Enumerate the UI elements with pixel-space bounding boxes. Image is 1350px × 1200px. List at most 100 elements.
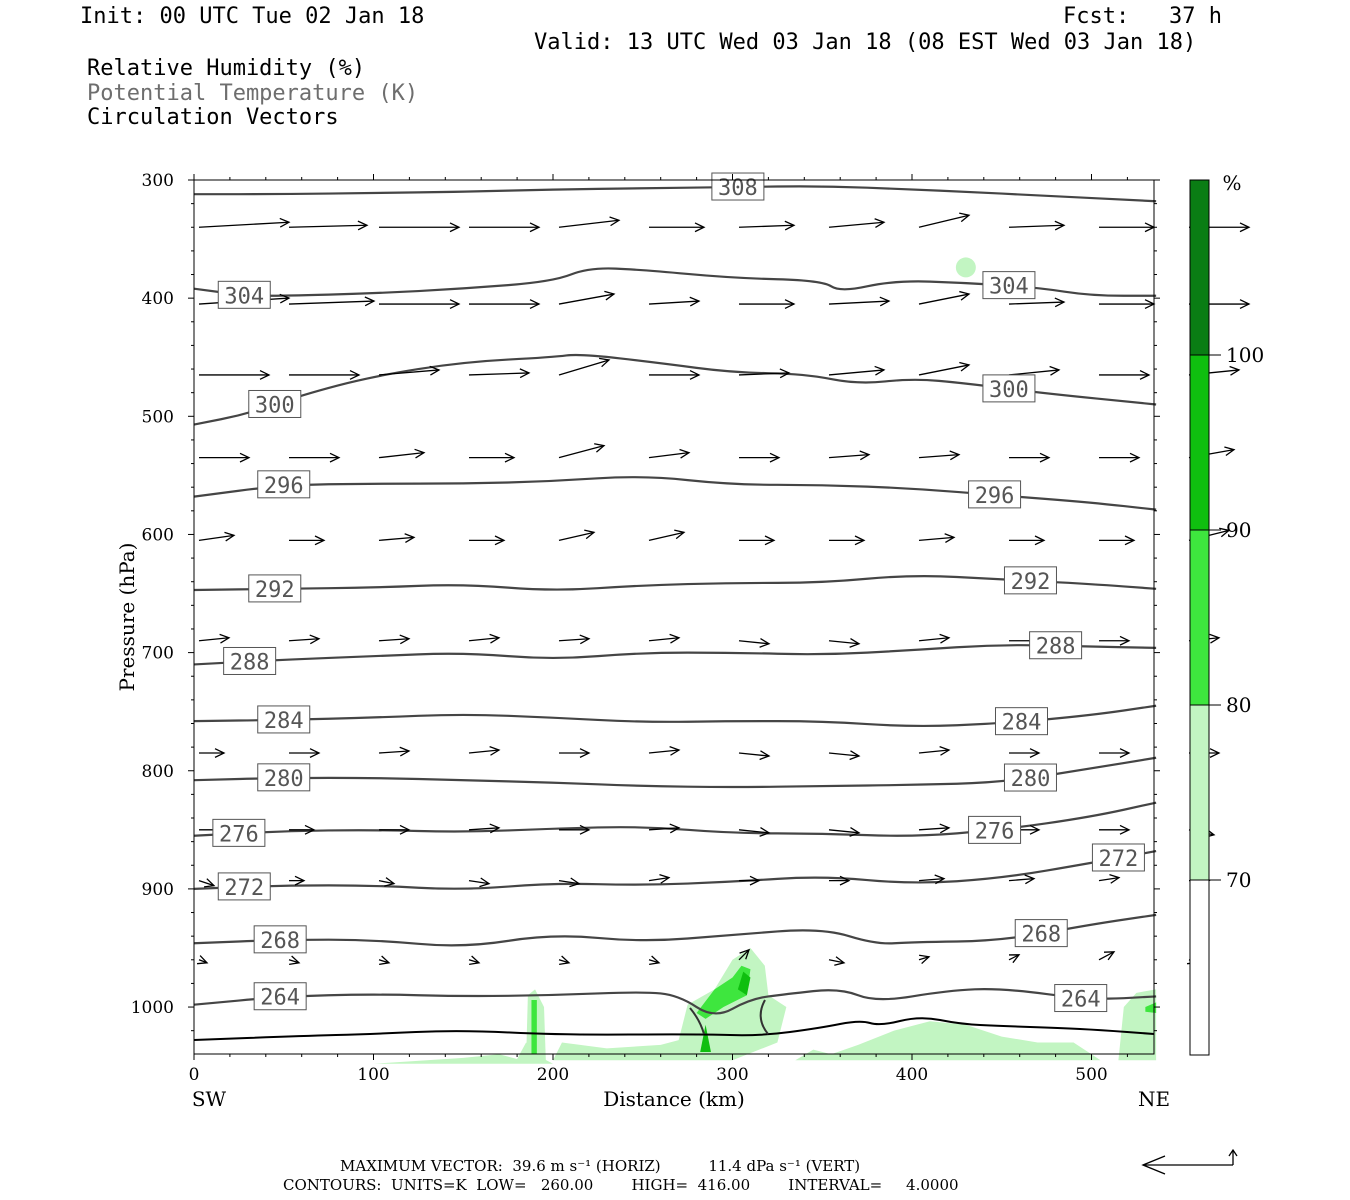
vector-head <box>599 357 611 368</box>
vector-shaft <box>738 752 770 757</box>
rh-80-90-area <box>696 965 751 1019</box>
vector-shaft <box>1098 876 1120 882</box>
rh-90-100-area <box>700 1024 711 1052</box>
circulation-vector <box>1098 951 1116 961</box>
vector-head <box>934 874 946 885</box>
circulation-vector <box>468 745 501 756</box>
colorbar-level-label: 80 <box>1226 693 1251 717</box>
vector-head <box>1229 365 1241 376</box>
vector-head <box>1239 222 1251 233</box>
theta-contour-label: 284 <box>994 707 1048 736</box>
contour-label-box <box>212 818 266 847</box>
circulation-vector <box>1099 299 1156 309</box>
circulation-vector <box>738 948 751 961</box>
circulation-vector <box>918 954 931 965</box>
contour-label-text: 292 <box>1011 570 1051 595</box>
vector-head <box>739 948 751 960</box>
vector-head <box>959 290 971 301</box>
vector-shaft <box>558 638 590 642</box>
vector-head <box>449 299 461 309</box>
vector-head <box>1219 527 1231 538</box>
y-tick-label: 400 <box>142 289 174 309</box>
contour-label-text: 272 <box>224 876 264 901</box>
circulation-vector <box>828 750 861 761</box>
vector-head <box>329 452 341 463</box>
vector-shaft <box>738 829 770 834</box>
circulation-vector <box>289 452 341 463</box>
circulation-vector <box>918 823 951 834</box>
circulation-vector <box>288 634 321 645</box>
theta-contour-label: 272 <box>217 872 271 901</box>
circulation-vector <box>738 368 791 379</box>
contour-label-text: 300 <box>255 393 295 418</box>
vector-head <box>584 529 596 540</box>
circulation-vector <box>739 299 796 309</box>
circulation-vector <box>828 365 886 376</box>
vector-shaft <box>288 224 368 228</box>
vector-head <box>489 823 501 834</box>
circulation-vector <box>918 533 956 544</box>
vector-head <box>519 368 531 379</box>
circulation-vector <box>1008 874 1036 885</box>
circulation-vector <box>918 745 951 756</box>
circulation-vector <box>1009 535 1046 546</box>
circulation-vector <box>198 531 236 542</box>
vector-head <box>959 212 971 223</box>
vector-head <box>849 638 861 648</box>
contour-label-text: 284 <box>264 709 304 734</box>
contour-label-box <box>223 646 277 675</box>
vector-head <box>357 220 369 231</box>
vector-shaft <box>378 369 440 376</box>
field-theta-title: Potential Temperature (K) <box>87 81 419 106</box>
contour-label-box <box>968 815 1022 844</box>
contour-label-box <box>1054 984 1108 1013</box>
vector-head <box>859 450 871 461</box>
circulation-vector <box>469 452 516 463</box>
circulation-vector <box>1008 365 1061 376</box>
theta-contour-268 <box>193 913 1157 947</box>
circulation-vector <box>289 875 306 886</box>
vector-head <box>854 535 866 546</box>
vector-head <box>784 299 796 309</box>
vector-head <box>834 956 846 966</box>
theta-contour-label: 300 <box>248 389 302 418</box>
vector-head <box>384 877 396 887</box>
circulation-vector <box>288 220 369 231</box>
vector-shaft <box>648 637 680 642</box>
vector-shaft <box>378 638 410 642</box>
vector-head <box>594 443 606 453</box>
circulation-vector <box>379 824 411 835</box>
vector-shaft <box>918 749 950 754</box>
circulation-vector <box>1099 824 1131 835</box>
circulation-vector <box>289 748 321 758</box>
vector-head <box>279 217 291 228</box>
contour-label-text: 264 <box>1061 988 1101 1013</box>
vector-head <box>399 746 411 757</box>
vector-head <box>1029 748 1041 758</box>
contour-label-box <box>217 280 271 309</box>
vector-head <box>659 874 671 884</box>
vector-shaft <box>828 752 860 757</box>
vector-shaft <box>648 300 700 305</box>
vector-head <box>1029 824 1041 835</box>
vector-shaft <box>738 949 750 961</box>
vector-shaft <box>738 372 790 376</box>
theta-contour-284 <box>193 704 1157 728</box>
theta-contour-label: 284 <box>257 705 311 734</box>
contour-label-text: 304 <box>224 284 264 309</box>
vector-shaft <box>1098 951 1115 961</box>
vector-head <box>294 875 306 886</box>
theta-contour-label: 304 <box>982 271 1036 300</box>
vector-shaft <box>828 454 870 459</box>
x-tick-label: 500 <box>1075 1065 1107 1085</box>
y-tick-label: 700 <box>142 644 174 664</box>
vector-shaft <box>558 531 595 541</box>
vector-head <box>314 535 326 546</box>
contour-label-box <box>1091 843 1145 872</box>
vector-head <box>279 293 291 304</box>
colorbar-segment <box>1189 704 1210 881</box>
vector-head <box>609 216 621 227</box>
circulation-vector <box>558 955 571 966</box>
circulation-vector <box>468 368 531 379</box>
contour-label-box <box>257 470 311 499</box>
